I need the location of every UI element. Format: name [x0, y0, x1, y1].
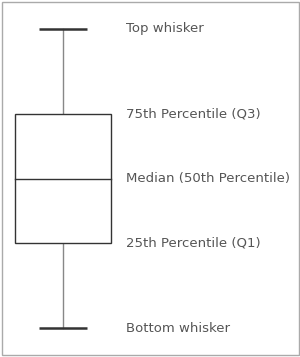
Text: Median (50th Percentile): Median (50th Percentile): [126, 172, 290, 185]
Bar: [15, 114, 111, 243]
Text: 25th Percentile (Q1): 25th Percentile (Q1): [126, 236, 261, 249]
Text: Bottom whisker: Bottom whisker: [126, 322, 230, 335]
Text: 75th Percentile (Q3): 75th Percentile (Q3): [126, 108, 261, 121]
Text: Top whisker: Top whisker: [126, 22, 204, 35]
